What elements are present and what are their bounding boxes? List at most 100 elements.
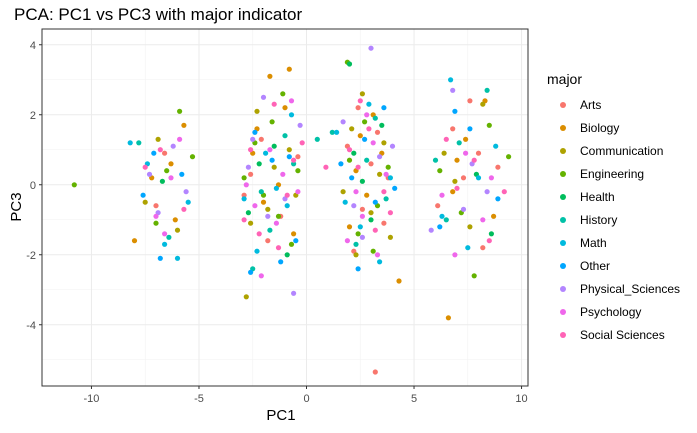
point-biology [364,192,370,198]
point-math [241,196,247,202]
point-social-sciences [181,206,187,212]
point-physical-sciences [170,143,176,149]
point-engineering [280,91,286,97]
point-math [366,101,372,107]
y-tick-label: 2 [30,110,36,122]
point-biology [291,231,297,237]
x-tick-label: 10 [515,393,527,405]
point-math [448,77,454,83]
point-math [263,150,269,156]
point-health [284,252,290,258]
point-engineering [164,168,170,174]
point-other [157,255,163,261]
point-math [162,241,168,247]
point-communication [254,108,260,114]
point-psychology [252,203,258,209]
legend-label-communication: Communication [580,144,663,158]
x-tick-label: -5 [194,393,204,405]
point-social-sciences [323,164,329,170]
point-engineering [295,168,301,174]
point-communication [377,171,383,177]
legend-swatch-health [560,194,566,200]
point-biology [346,224,353,230]
legend-label-physical-sciences: Physical_Sciences [580,282,680,296]
point-history [136,140,142,146]
point-social-sciences [366,126,372,132]
point-other [252,129,258,135]
y-tick-label: 0 [30,180,36,192]
point-health [256,161,262,167]
point-physical-sciences [377,154,383,160]
legend-swatch-history [560,217,566,223]
point-engineering [269,119,275,125]
point-history [372,115,378,121]
point-engineering [288,241,295,247]
legend-label-psychology: Psychology [580,305,641,319]
point-arts [480,245,486,251]
point-social-sciences [346,147,353,153]
point-psychology [153,213,159,219]
point-other [179,171,185,177]
point-health [368,217,374,223]
point-other [140,192,146,198]
point-other [362,136,368,142]
point-social-sciences [387,210,393,216]
point-health [271,143,277,149]
point-arts [368,161,374,167]
point-psychology [344,238,350,244]
point-communication [243,294,249,300]
point-communication [467,224,473,230]
point-engineering [153,220,159,226]
legend-swatch-physical-sciences [560,286,566,292]
point-arts [467,98,473,104]
chart-title: PCA: PC1 vs PC3 with major indicator [14,5,302,24]
point-engineering [241,175,247,181]
point-engineering [506,154,512,160]
point-physical-sciences [291,290,297,296]
point-physical-sciences [460,206,467,212]
point-biology [181,122,187,128]
point-biology [357,133,363,139]
point-physical-sciences [389,143,396,149]
point-other [293,238,299,244]
point-other [151,150,157,156]
point-social-sciences [355,164,361,170]
point-health [488,231,494,237]
point-arts [355,105,361,111]
point-math [465,245,471,251]
point-social-sciences [284,192,290,198]
point-arts [241,192,247,198]
point-communication [387,234,393,240]
legend-items: Arts Biology Communication Engineering Healt… [560,98,680,342]
point-health [359,178,365,184]
point-social-sciences [275,245,282,251]
point-social-sciences [256,231,262,237]
point-engineering [355,231,361,237]
point-other [286,154,292,160]
point-arts [435,203,441,209]
legend-label-math: Math [580,236,607,250]
y-tick-label: 4 [30,40,36,52]
point-biology [396,278,402,284]
point-communication [480,101,486,107]
point-social-sciences [486,238,492,244]
point-psychology [364,112,370,118]
point-engineering [362,119,368,125]
point-psychology [162,231,168,237]
point-other [248,269,254,275]
y-tick-label: -4 [26,320,36,332]
legend-swatch-communication [560,148,566,154]
point-psychology [288,98,295,104]
point-other [338,161,344,167]
point-physical-sciences [146,171,153,177]
point-social-sciences [381,189,387,195]
point-physical-sciences [297,122,303,128]
point-communication [174,227,181,233]
point-biology [172,217,178,223]
legend-label-social-sciences: Social Sciences [580,328,665,342]
point-history [282,133,288,139]
point-other [495,196,501,202]
point-psychology [243,182,249,188]
point-health [159,178,165,184]
point-social-sciences [357,98,363,104]
